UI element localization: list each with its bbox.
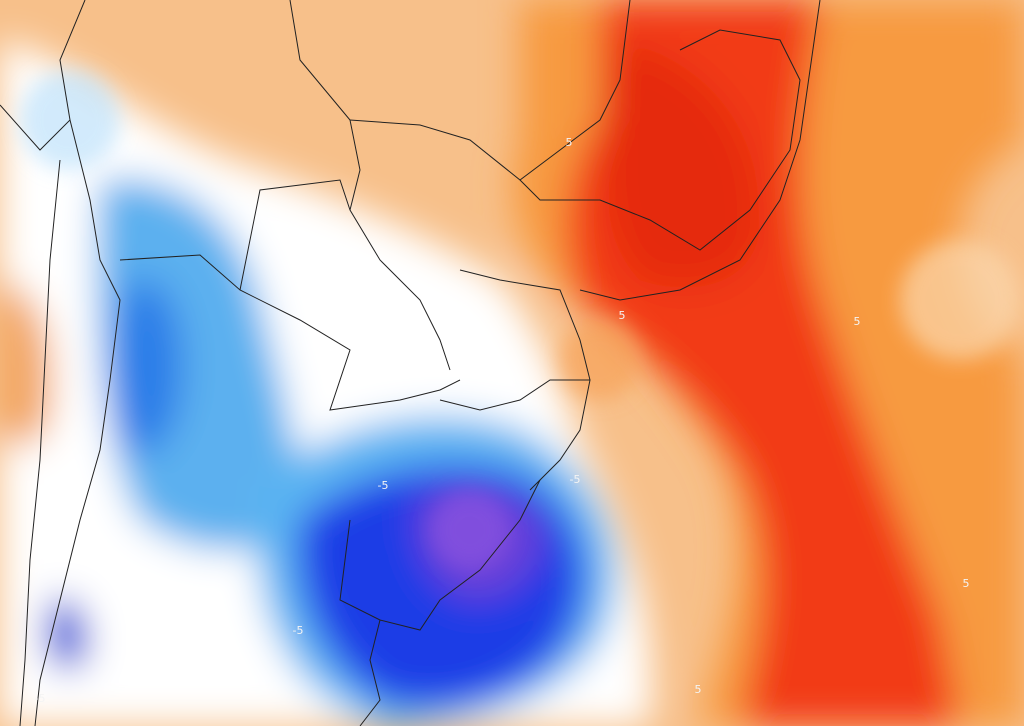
border-line [19, 159, 61, 726]
border-line [119, 254, 461, 411]
contour-label: -5 [35, 692, 46, 705]
contour-label: 5 [619, 309, 626, 322]
border-line [459, 269, 591, 491]
contour-label: 5 [963, 577, 970, 590]
contour-label: -5 [378, 479, 389, 492]
contour-label: -5 [293, 624, 304, 637]
contour-labels: 5 5 5 5 5 -5 -5 -5 -5 [35, 136, 970, 705]
borders [0, 0, 821, 726]
border-line [349, 0, 631, 181]
contour-label: 5 [695, 683, 702, 696]
border-line [239, 179, 451, 371]
contour-label: -5 [570, 473, 581, 486]
contour-label: 5 [566, 136, 573, 149]
border-line [359, 619, 381, 726]
border-line [34, 119, 121, 726]
border-line [519, 29, 801, 251]
border-line [339, 479, 541, 631]
contour-label: 5 [854, 315, 861, 328]
border-line [579, 0, 821, 301]
border-line [439, 379, 590, 411]
